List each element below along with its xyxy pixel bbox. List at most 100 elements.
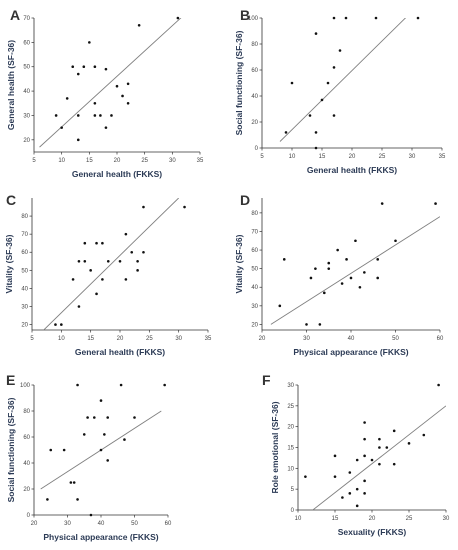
data-point bbox=[46, 498, 49, 501]
data-point bbox=[363, 454, 366, 458]
data-point bbox=[126, 82, 130, 86]
data-point bbox=[183, 205, 186, 209]
x-tick-label: 15 bbox=[87, 336, 94, 342]
chart-panel-f: 10 15 20 25 30 0 5 10 15 20 25 30 Sexuality (FKKS) Ro… bbox=[262, 372, 450, 537]
data-point bbox=[95, 292, 98, 296]
y-tick-label: 5 bbox=[291, 487, 295, 493]
data-point bbox=[363, 421, 366, 424]
y-tick-label: 30 bbox=[21, 304, 28, 310]
data-point bbox=[76, 72, 80, 76]
x-tick-label: 15 bbox=[86, 158, 93, 164]
x-tick-label: 30 bbox=[303, 336, 310, 342]
y-tick-label: 60 bbox=[23, 40, 30, 46]
data-point bbox=[93, 416, 96, 419]
data-point bbox=[60, 323, 63, 326]
data-point bbox=[318, 323, 322, 326]
y-tick-label: 100 bbox=[248, 16, 259, 22]
y-tick-label: 30 bbox=[251, 304, 258, 310]
x-tick-label: 35 bbox=[205, 336, 212, 342]
data-point bbox=[106, 459, 109, 462]
data-point bbox=[314, 146, 318, 150]
x-tick-label: 20 bbox=[117, 336, 124, 342]
data-point bbox=[378, 437, 381, 441]
y-tick-label: 60 bbox=[23, 435, 30, 441]
data-point bbox=[76, 498, 79, 501]
data-point bbox=[394, 239, 397, 243]
y-tick-label: 40 bbox=[23, 89, 30, 95]
data-point bbox=[378, 462, 381, 466]
y-tick-label: 30 bbox=[23, 113, 30, 119]
data-point bbox=[99, 114, 102, 117]
x-axis-label: Physical appearance (FKKS) bbox=[43, 532, 158, 542]
data-point bbox=[126, 101, 130, 105]
x-tick-label: 20 bbox=[369, 516, 376, 522]
data-point bbox=[101, 241, 104, 245]
data-point bbox=[115, 84, 119, 88]
data-point bbox=[83, 259, 87, 263]
data-point bbox=[106, 259, 110, 263]
y-tick-label: 10 bbox=[287, 466, 294, 472]
data-point bbox=[86, 416, 89, 419]
y-tick-label: 70 bbox=[23, 16, 30, 22]
data-point bbox=[314, 267, 317, 270]
data-point bbox=[133, 416, 136, 419]
data-point bbox=[93, 65, 97, 69]
y-tick-label: 20 bbox=[23, 138, 30, 144]
x-tick-label: 25 bbox=[146, 336, 153, 342]
data-point bbox=[385, 446, 389, 449]
panel-letter: A bbox=[10, 7, 20, 23]
data-point bbox=[65, 97, 69, 100]
data-point bbox=[327, 267, 331, 270]
x-tick-label: 15 bbox=[319, 154, 326, 160]
chart-panel-a: 5 10 15 20 25 30 35 20 30 40 50 60 70 General health … bbox=[6, 7, 204, 179]
y-tick-label: 20 bbox=[287, 425, 294, 431]
data-point bbox=[88, 41, 91, 44]
chart-panel-b: 5 10 15 20 25 30 35 0 20 40 60 80 100 General health … bbox=[234, 7, 446, 175]
data-point bbox=[376, 258, 380, 261]
x-tick-label: 30 bbox=[443, 516, 450, 522]
data-point bbox=[137, 24, 141, 27]
x-axis-label: General health (FKKS) bbox=[75, 347, 165, 357]
panel-letter: C bbox=[6, 192, 16, 208]
data-point bbox=[305, 323, 308, 326]
y-tick-label: 60 bbox=[251, 68, 258, 74]
data-point bbox=[282, 258, 286, 261]
data-point bbox=[392, 462, 396, 466]
data-point bbox=[327, 261, 331, 265]
x-axis-label: Sexuality (FKKS) bbox=[338, 527, 407, 537]
data-point bbox=[130, 250, 134, 254]
y-tick-label: 20 bbox=[23, 487, 30, 493]
data-point bbox=[71, 65, 75, 69]
y-axis-label: Social functioning (SF-36) bbox=[234, 30, 244, 135]
fit-line bbox=[39, 18, 182, 148]
data-point bbox=[355, 504, 359, 508]
data-point bbox=[101, 278, 104, 281]
x-axis-label: General health (FKKS) bbox=[307, 165, 397, 175]
data-point bbox=[99, 448, 103, 452]
data-point bbox=[118, 259, 122, 263]
data-point bbox=[344, 16, 348, 20]
data-point bbox=[363, 437, 366, 441]
data-point bbox=[341, 496, 344, 499]
y-axis-label: General health (SF-36) bbox=[6, 40, 16, 130]
data-point bbox=[290, 81, 294, 85]
x-tick-label: 5 bbox=[32, 158, 36, 164]
data-point bbox=[77, 305, 81, 308]
x-tick-label: 25 bbox=[379, 154, 386, 160]
data-point bbox=[332, 66, 336, 69]
y-tick-label: 50 bbox=[21, 268, 28, 274]
y-tick-label: 80 bbox=[21, 214, 28, 220]
data-point bbox=[349, 276, 353, 280]
data-point bbox=[416, 16, 420, 20]
x-tick-label: 40 bbox=[98, 521, 105, 527]
data-point bbox=[69, 481, 73, 484]
y-axis-label: Social functioning (SF-36) bbox=[6, 397, 16, 502]
data-point bbox=[76, 114, 80, 117]
x-tick-label: 20 bbox=[259, 336, 266, 342]
data-point bbox=[106, 416, 109, 419]
data-point bbox=[355, 487, 359, 491]
y-axis-label: Role emotional (SF-36) bbox=[270, 401, 280, 493]
x-tick-label: 30 bbox=[64, 521, 71, 527]
